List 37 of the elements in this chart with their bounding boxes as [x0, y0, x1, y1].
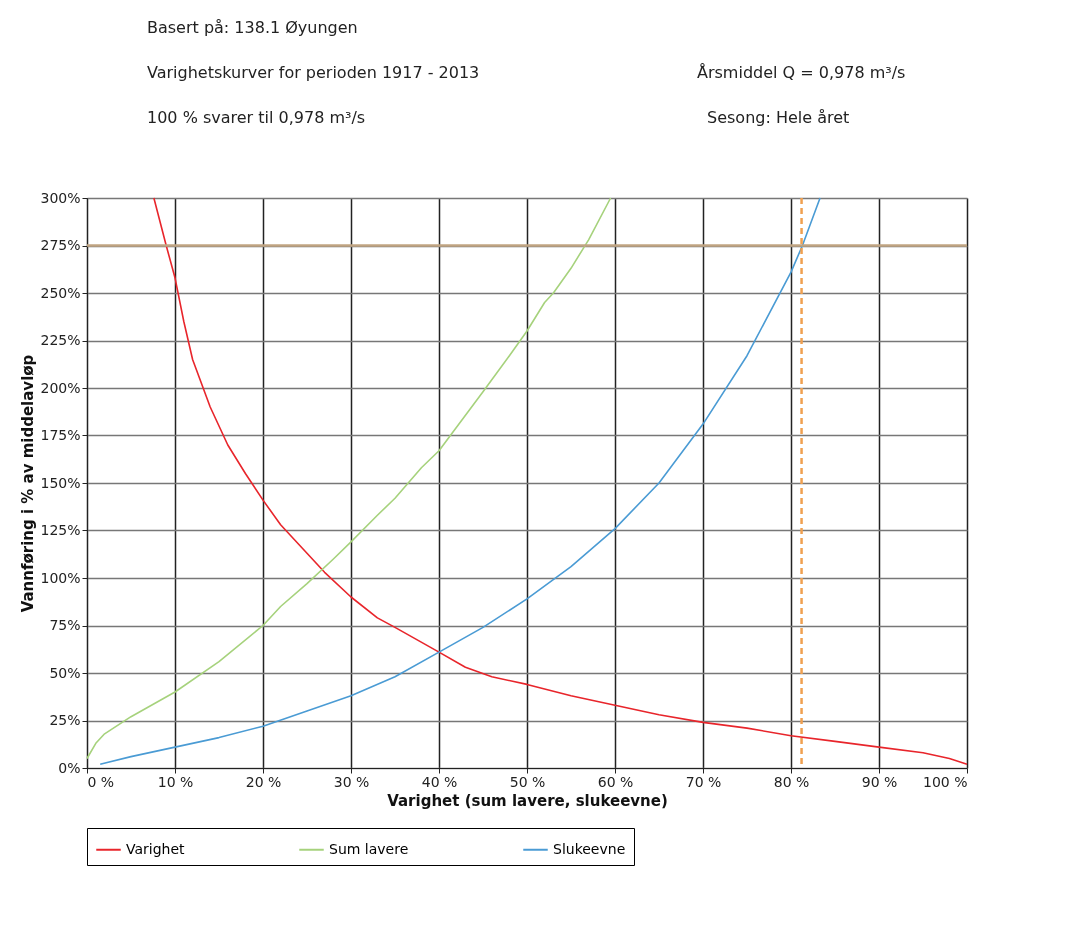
- x-tick-label: 10 %: [157, 773, 194, 790]
- y-tick-label: 200%: [40, 379, 81, 396]
- text: Sesong: Hele året: [707, 108, 850, 127]
- y-tick-label: 300%: [40, 189, 81, 206]
- y-tick-label: 50%: [49, 664, 81, 681]
- x-tick-label: 0 %: [87, 773, 115, 790]
- x-tick-label: 30 %: [333, 773, 370, 790]
- y-tick-label: 100%: [40, 569, 81, 586]
- line-series: [99, 197, 821, 765]
- x-tick-label: 40 %: [421, 773, 458, 790]
- legend-label: Varighet: [126, 840, 186, 857]
- text: Årsmiddel Q = 0,978 m³/s: [697, 63, 906, 82]
- y-tick-label: 150%: [40, 474, 81, 491]
- x-tick-label: 60 %: [597, 773, 634, 790]
- y-tick-label: 175%: [40, 427, 81, 443]
- y-tick-label: 250%: [40, 284, 81, 301]
- x-tick-label: 90 %: [861, 773, 898, 790]
- x-tick-label: 50 %: [509, 773, 546, 790]
- legend-label: Slukeevne: [553, 840, 626, 857]
- y-tick-label: 125%: [40, 522, 81, 538]
- y-tick-label: 225%: [40, 332, 81, 348]
- y-tick-label: 275%: [40, 237, 81, 253]
- x-tick-label: 80 %: [773, 773, 810, 790]
- y-tick-label: 25%: [49, 712, 81, 728]
- line-series: [86, 197, 612, 760]
- x-tick-label: 100 %: [923, 773, 968, 790]
- text: 100 % svarer til 0,978 m³/s: [147, 108, 366, 127]
- x-axis-title: Varighet (sum lavere, slukeevne): [387, 791, 668, 810]
- x-tick-label: 70 %: [685, 773, 722, 790]
- line-series: [153, 197, 968, 765]
- legend-label: Sum lavere: [329, 840, 409, 857]
- y-tick-label: 75%: [49, 617, 81, 633]
- text: Varighetskurver for perioden 1917 - 2013: [147, 63, 480, 82]
- y-axis-title: Vannføring i % av middelavløp: [19, 354, 38, 613]
- chart-title: Basert på: 138.1 Øyungen: [147, 18, 358, 37]
- y-tick-label: 0%: [58, 759, 81, 776]
- x-tick-label: 20 %: [245, 773, 282, 790]
